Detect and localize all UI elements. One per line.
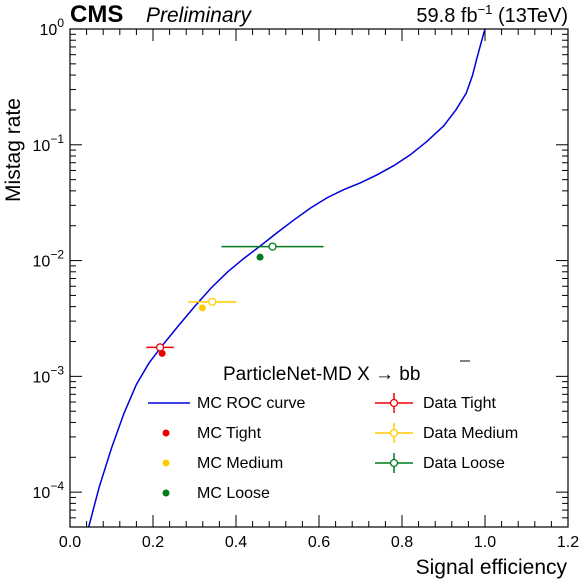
mc-point — [256, 253, 264, 261]
plot-frame — [69, 28, 569, 528]
y-tick-label: 10−3 — [33, 363, 65, 386]
x-tick-label: 0.6 — [308, 534, 330, 551]
y-tick-exponent: −1 — [50, 132, 64, 146]
legend-label: Data Loose — [423, 455, 505, 472]
legend-label: MC ROC curve — [197, 395, 306, 412]
legend-marker-point — [162, 429, 170, 437]
luminosity-value: 59.8 fb — [416, 5, 477, 27]
energy-label: (13TeV) — [492, 5, 568, 27]
y-tick-exponent: −3 — [50, 363, 64, 377]
luminosity-exponent: −1 — [478, 2, 493, 17]
y-tick-base: 10 — [33, 369, 51, 386]
cms-label: CMS — [70, 1, 123, 28]
legend-title: ParticleNet-MD X → bb — [223, 364, 420, 385]
legend-marker-open — [389, 458, 399, 468]
legend: ParticleNet-MD X → bb MC ROC curve MC Tig… — [148, 360, 518, 502]
plot-area — [87, 28, 486, 528]
legend-marker-point — [162, 489, 170, 497]
y-tick-base: 10 — [33, 138, 51, 155]
x-tick-label: 1.2 — [557, 534, 579, 551]
y-tick-exponent: 0 — [57, 16, 64, 30]
y-tick-exponent: −2 — [50, 248, 64, 262]
y-tick-label: 100 — [40, 16, 65, 39]
legend-label: Data Medium — [423, 425, 518, 442]
data-point — [155, 343, 165, 352]
y-tick-label: 10−4 — [33, 479, 65, 502]
mc-point — [158, 349, 166, 357]
legend-label: MC Medium — [197, 455, 283, 472]
y-tick-label: 10−2 — [33, 248, 65, 271]
legend-label: Data Tight — [423, 395, 496, 412]
luminosity-label: 59.8 fb−1 (13TeV) — [416, 2, 568, 27]
y-tick-base: 10 — [33, 485, 51, 502]
legend-label: MC Tight — [197, 425, 262, 442]
x-tick-label: 0.2 — [142, 534, 164, 551]
y-tick-base: 10 — [40, 22, 58, 39]
data-point — [208, 297, 217, 307]
legend-marker-point — [162, 459, 170, 467]
roc-curve — [87, 28, 486, 528]
preliminary-label: Preliminary — [146, 4, 253, 27]
x-tick-label: 0.4 — [225, 534, 247, 551]
y-tick-exponent: −4 — [50, 479, 64, 493]
x-tick-label: 0.8 — [391, 534, 413, 551]
legend-marker-open — [389, 428, 399, 438]
x-tick-label: 0.0 — [59, 534, 81, 551]
y-axis-label: Mistag rate — [2, 98, 25, 202]
y-tick-base: 10 — [33, 254, 51, 271]
legend-label: MC Loose — [197, 485, 270, 502]
legend-marker-open — [389, 398, 399, 408]
y-tick-label: 10−1 — [33, 132, 65, 155]
mc-point — [198, 304, 206, 312]
x-axis-label: Signal efficiency — [416, 556, 568, 579]
data-point — [268, 242, 277, 251]
x-tick-label: 1.0 — [474, 534, 496, 551]
